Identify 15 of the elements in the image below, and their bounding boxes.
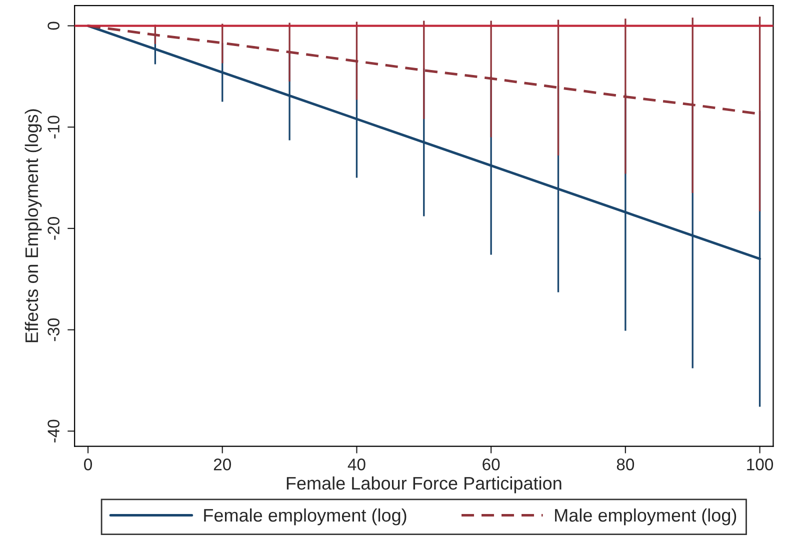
y-tick-label: -10 [48,116,60,138]
x-axis-title: Female Labour Force Participation [286,476,562,494]
y-tick-label: -40 [48,420,60,442]
x-tick-label: 100 [747,458,774,470]
x-tick-label: 0 [84,458,92,470]
x-tick-label: 40 [348,458,366,470]
legend-label: Female employment (log) [204,508,406,526]
x-tick-label: 20 [214,458,231,470]
x-tick-label: 60 [482,458,500,470]
legend-label: Male employment (log) [555,508,736,526]
y-axis-title: Effects on Employment (logs) [24,109,42,342]
x-tick-label: 80 [616,458,634,470]
y-tick-label: 0 [48,22,60,30]
y-tick-label: -20 [48,217,60,240]
y-tick-label: -30 [48,318,60,342]
